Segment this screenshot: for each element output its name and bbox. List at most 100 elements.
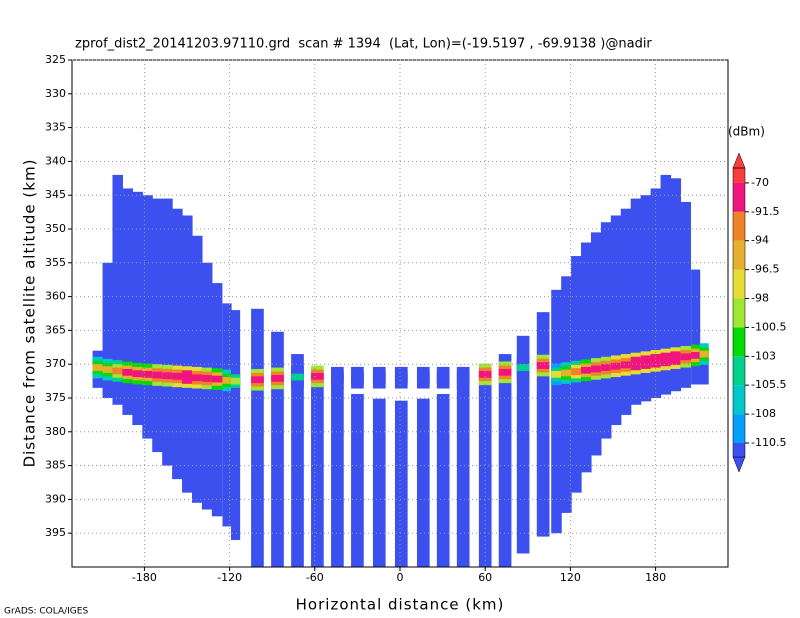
radar-column	[650, 188, 662, 398]
colorbar-segment	[733, 385, 745, 415]
colorbar-label: -96.5	[751, 263, 779, 276]
surface-echo	[394, 374, 408, 382]
radar-column	[372, 398, 386, 567]
radar-column	[152, 198, 163, 453]
radar-column	[231, 310, 241, 540]
radar-column	[394, 400, 408, 567]
colorbar-frame	[732, 167, 746, 458]
radar-column	[142, 195, 153, 439]
surface-echo	[478, 370, 492, 378]
surface-echo	[372, 374, 386, 382]
radar-column	[699, 350, 709, 385]
surface-echo	[561, 369, 572, 377]
surface-echo	[291, 373, 304, 381]
colorbar-label: -98	[751, 292, 769, 305]
surface-echo	[691, 352, 701, 359]
colorbar-segment	[733, 327, 745, 357]
surface-echo	[498, 368, 512, 376]
colorbar-label: -91.5	[751, 205, 779, 218]
surface-echo	[640, 358, 652, 366]
surface-echo	[581, 366, 592, 374]
radar-column	[351, 393, 364, 567]
chart-title: zprof_dist2_20141203.97110.grd scan # 13…	[75, 37, 652, 52]
radar-column	[251, 308, 264, 567]
radar-column	[498, 354, 512, 567]
radar-column	[660, 174, 672, 395]
colorbar-segment	[733, 414, 745, 443]
surface-echo	[162, 372, 173, 380]
colorbar-segment	[733, 269, 745, 299]
y-tick-label: 325	[45, 53, 66, 66]
x-tick-label: -60	[306, 571, 324, 584]
surface-echo	[630, 360, 642, 367]
radar-column	[630, 198, 642, 405]
surface-echo	[416, 374, 430, 382]
radar-column	[172, 208, 183, 480]
y-axis-title: Distance from satellite altitude (km)	[21, 159, 39, 468]
colorbar-segment	[733, 443, 745, 457]
y-tick-label: 380	[45, 425, 66, 438]
surface-echo	[102, 366, 114, 373]
surface-echo	[251, 376, 264, 384]
radar-column	[640, 195, 652, 402]
radar-column	[132, 191, 143, 426]
colorbar-segment	[733, 298, 745, 328]
radar-column	[680, 201, 691, 388]
colorbar-label: -105.5	[751, 378, 786, 391]
radar-column	[536, 312, 550, 537]
surface-echo	[610, 362, 622, 370]
y-tick-label: 390	[45, 492, 66, 505]
surface-echo	[670, 354, 682, 362]
colorbar-segment	[733, 168, 745, 183]
radar-column	[182, 215, 193, 493]
y-tick-label: 375	[45, 391, 66, 404]
colorbar-label: -103	[751, 349, 776, 362]
surface-echo	[516, 364, 530, 371]
surface-echo	[680, 353, 691, 361]
surface-echo	[311, 372, 324, 380]
surface-echo	[211, 375, 223, 383]
y-tick-label: 395	[45, 526, 66, 539]
radar-column	[112, 174, 124, 405]
radar-column	[561, 276, 572, 513]
colorbar-segment	[733, 240, 745, 270]
radar-column	[691, 269, 701, 385]
colorbar-label: -108	[751, 407, 776, 420]
colorbar-segment	[733, 211, 745, 241]
radar-column	[331, 386, 344, 567]
radar-column	[222, 303, 232, 527]
radar-column	[456, 385, 470, 567]
plot-area	[92, 174, 709, 567]
surface-echo	[122, 368, 133, 376]
surface-echo	[182, 373, 193, 381]
y-tick-label: 330	[45, 87, 66, 100]
y-tick-label: 335	[45, 121, 66, 134]
surface-echo	[132, 370, 143, 378]
surface-echo	[660, 356, 672, 363]
x-axis-title: Horizontal distance (km)	[296, 596, 505, 614]
y-tick-label: 345	[45, 188, 66, 201]
colorbar-label: -100.5	[751, 320, 786, 333]
radar-column	[416, 398, 430, 567]
radar-column	[478, 373, 492, 567]
radar-column	[311, 373, 324, 567]
radar-column	[516, 335, 530, 554]
surface-echo	[600, 364, 612, 371]
colorbar-segment	[732, 152, 746, 169]
surface-echo	[152, 371, 163, 379]
radar-column	[610, 215, 622, 426]
radar-column	[122, 188, 133, 415]
surface-echo	[92, 364, 104, 371]
surface-echo	[201, 375, 213, 382]
radar-column	[291, 354, 304, 567]
x-tick-label: -180	[132, 571, 157, 584]
radar-column	[211, 283, 223, 517]
colorbar-segment	[732, 456, 746, 473]
surface-echo	[436, 374, 450, 382]
surface-echo	[699, 350, 709, 358]
surface-echo	[351, 374, 364, 382]
surface-echo	[271, 375, 284, 382]
y-tick-label: 385	[45, 459, 66, 472]
surface-echo	[172, 372, 183, 380]
